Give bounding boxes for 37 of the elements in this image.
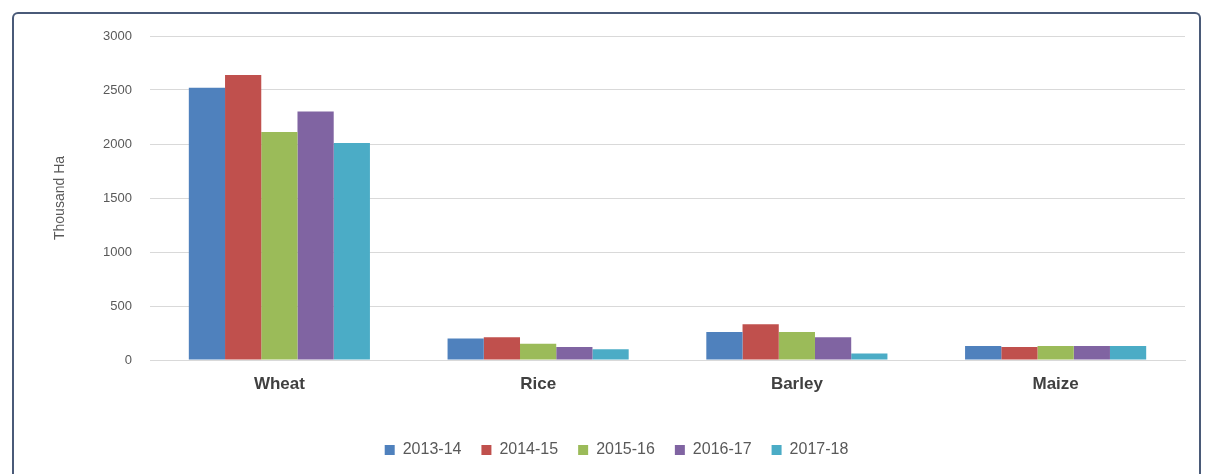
y-tick-label: 0	[124, 351, 132, 367]
y-tick-label: 500	[110, 297, 132, 313]
bar	[483, 337, 521, 360]
bar	[333, 142, 370, 360]
bar	[851, 353, 888, 360]
bar	[225, 74, 262, 360]
legend-label: 2017-18	[789, 440, 849, 458]
bar	[1109, 345, 1147, 360]
bar	[1001, 347, 1038, 360]
y-tick-label: 1000	[103, 243, 132, 259]
bar	[188, 87, 226, 360]
bar	[706, 331, 743, 360]
bar	[261, 132, 298, 360]
y-tick-label: 2500	[103, 81, 132, 97]
bar	[1037, 345, 1074, 360]
bar	[592, 349, 629, 360]
bar	[814, 337, 852, 360]
y-axis-title: Thousand Ha	[51, 155, 68, 241]
x-tick-label: Wheat	[253, 373, 306, 393]
y-tick-label: 3000	[103, 27, 132, 43]
bar	[520, 343, 557, 360]
y-tick-label: 1500	[103, 189, 132, 205]
bar	[965, 345, 1002, 360]
legend-label: 2016-17	[692, 440, 752, 458]
bar	[447, 338, 484, 360]
y-tick-label: 2000	[103, 135, 132, 151]
bar	[778, 331, 815, 360]
x-tick-label: Barley	[770, 373, 824, 393]
x-tick-label: Rice	[520, 373, 557, 393]
legend-label: 2013-14	[402, 440, 462, 458]
legend-label: 2015-16	[596, 440, 655, 458]
bar	[297, 111, 334, 360]
bar	[742, 324, 779, 360]
legend-label: 2014-15	[499, 440, 559, 458]
bar	[556, 347, 593, 360]
bar	[1073, 345, 1110, 360]
x-tick-label: Maize	[1032, 373, 1079, 393]
